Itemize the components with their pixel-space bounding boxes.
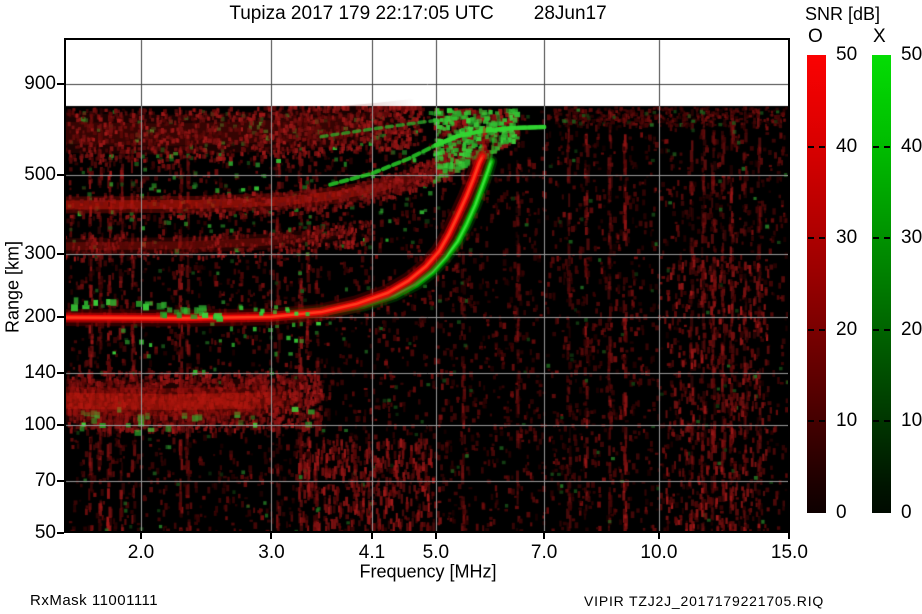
- colorbar-tick-dash: [873, 328, 879, 331]
- plot-header: Tupiza 2017 179 22:17:05 UTC 28Jun17: [0, 3, 836, 25]
- plot-title: Tupiza 2017 179 22:17:05 UTC: [229, 3, 494, 24]
- y-tick-label: 50: [34, 522, 56, 543]
- colorbar-tick-dash: [819, 237, 825, 240]
- x-tick-mark: [543, 533, 546, 539]
- x-colorbar-tick-label: 50: [901, 44, 922, 65]
- colorbar-tick-dash: [819, 145, 825, 148]
- x-tick-label: 2.0: [127, 542, 155, 563]
- y-tick-mark: [57, 532, 64, 534]
- o-colorbar-tick-label: 50: [836, 44, 858, 65]
- colorbar-tick-dash: [819, 328, 825, 331]
- x-colorbar-tick-label: 20: [901, 318, 922, 340]
- filename-text: VIPIR TZJ2J_2017179221705.RIQ: [584, 593, 825, 609]
- x-tick-label: 4.1: [358, 542, 386, 563]
- colorbar-tick-dash: [819, 420, 825, 423]
- colorbar-tick-dash: [884, 237, 890, 240]
- x-tick-mark: [140, 533, 142, 539]
- y-tick-mark: [57, 371, 64, 374]
- x-colorbar-tick-label: 0: [901, 502, 912, 523]
- x-mode-label: X: [873, 26, 886, 47]
- colorbar-tick-dash: [873, 145, 879, 148]
- x-tick-label: 7.0: [530, 542, 558, 563]
- colorbar-tick-dash: [884, 420, 890, 423]
- x-colorbar-tick-label: 30: [901, 227, 922, 249]
- y-tick-label: 100: [24, 414, 56, 436]
- snr-legend: SNR [dB] O X 50 50 40 40 30 30 20 20 10 10 0 0: [800, 0, 922, 560]
- y-tick-mark: [57, 316, 64, 319]
- colorbar-tick-dash: [884, 145, 890, 148]
- legend-title: SNR [dB]: [805, 4, 881, 24]
- o-colorbar-tick-label: 10: [836, 410, 858, 432]
- y-axis-title: Range [km]: [2, 240, 23, 334]
- o-colorbar-tick-label: 30: [836, 227, 858, 249]
- y-tick-label: 300: [24, 243, 56, 265]
- o-mode-label: O: [808, 26, 823, 47]
- x-colorbar-tick-label: 40: [901, 135, 922, 157]
- colorbar-tick-dash: [873, 237, 879, 240]
- y-tick-label: 200: [24, 306, 56, 328]
- x-tick-mark: [371, 533, 373, 539]
- x-tick-mark: [270, 533, 273, 539]
- x-tick-label: 5.0: [422, 542, 450, 563]
- colorbar-tick-dash: [884, 328, 890, 331]
- colorbar-tick-dash: [808, 145, 814, 148]
- x-tick-mark: [434, 533, 437, 539]
- colorbar-tick-dash: [808, 420, 814, 423]
- x-tick-mark: [788, 533, 791, 539]
- colorbar-tick-dash: [808, 328, 814, 331]
- y-tick-label: 70: [34, 469, 56, 491]
- y-tick-label: 500: [24, 164, 56, 185]
- x-tick-label: 15.0: [770, 542, 808, 563]
- x-tick-mark: [657, 533, 660, 539]
- y-tick-mark: [57, 174, 64, 176]
- y-tick-mark: [57, 424, 64, 427]
- x-tick-label: 10.0: [640, 542, 678, 563]
- ionogram-canvas: [66, 40, 788, 531]
- y-tick-mark: [57, 82, 64, 85]
- o-colorbar-tick-label: 0: [836, 502, 847, 523]
- plot-date: 28Jun17: [533, 3, 607, 24]
- colorbar-tick-dash: [873, 420, 879, 423]
- y-tick-label: 900: [24, 72, 56, 94]
- rxmask-text: RxMask 11001111: [30, 592, 159, 609]
- colorbar-tick-dash: [808, 237, 814, 240]
- y-tick-mark: [57, 253, 64, 256]
- y-tick-mark: [57, 479, 64, 482]
- x-colorbar-tick-label: 10: [901, 410, 922, 432]
- o-mode-colorbar: [807, 55, 826, 513]
- y-tick-label: 140: [24, 361, 56, 383]
- o-colorbar-tick-label: 20: [836, 318, 858, 340]
- x-mode-colorbar: [872, 55, 891, 513]
- o-colorbar-tick-label: 40: [836, 135, 858, 157]
- x-tick-label: 3.0: [258, 542, 285, 563]
- x-axis-title: Frequency [MHz]: [359, 561, 497, 582]
